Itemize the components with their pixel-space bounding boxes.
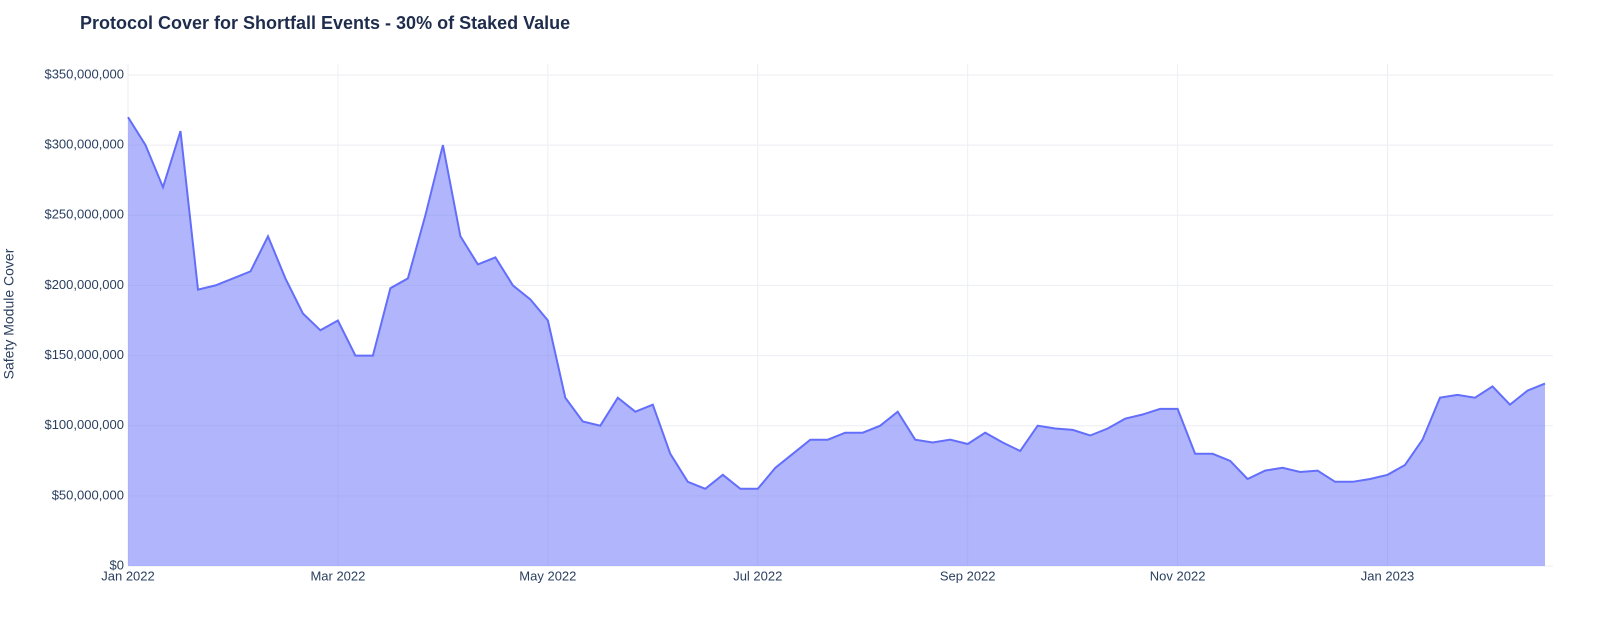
y-tick-label: $0 — [110, 557, 124, 572]
line — [127, 116, 1546, 490]
y-tick-label: $200,000,000 — [44, 277, 124, 292]
x-tick-label: Mar 2022 — [310, 568, 365, 583]
chart-title: Protocol Cover for Shortfall Events - 30… — [80, 13, 570, 33]
y-tick-label: $250,000,000 — [44, 207, 124, 222]
y-tick-label: $150,000,000 — [44, 347, 124, 362]
y-tick-label: $300,000,000 — [44, 137, 124, 152]
y-tick-label: $350,000,000 — [44, 66, 124, 81]
x-tick-label: Jan 2022 — [101, 568, 155, 583]
area — [128, 117, 1545, 566]
x-tick-label: Jan 2023 — [1361, 568, 1415, 583]
y-tick-label: $50,000,000 — [52, 487, 124, 502]
x-tick-label: Sep 2022 — [940, 568, 996, 583]
x-tick-label: May 2022 — [519, 568, 576, 583]
y-axis-title: Safety Module Cover — [1, 248, 17, 379]
x-tick-label: Jul 2022 — [733, 568, 782, 583]
x-tick-label: Nov 2022 — [1150, 568, 1206, 583]
y-tick-label: $100,000,000 — [44, 417, 124, 432]
